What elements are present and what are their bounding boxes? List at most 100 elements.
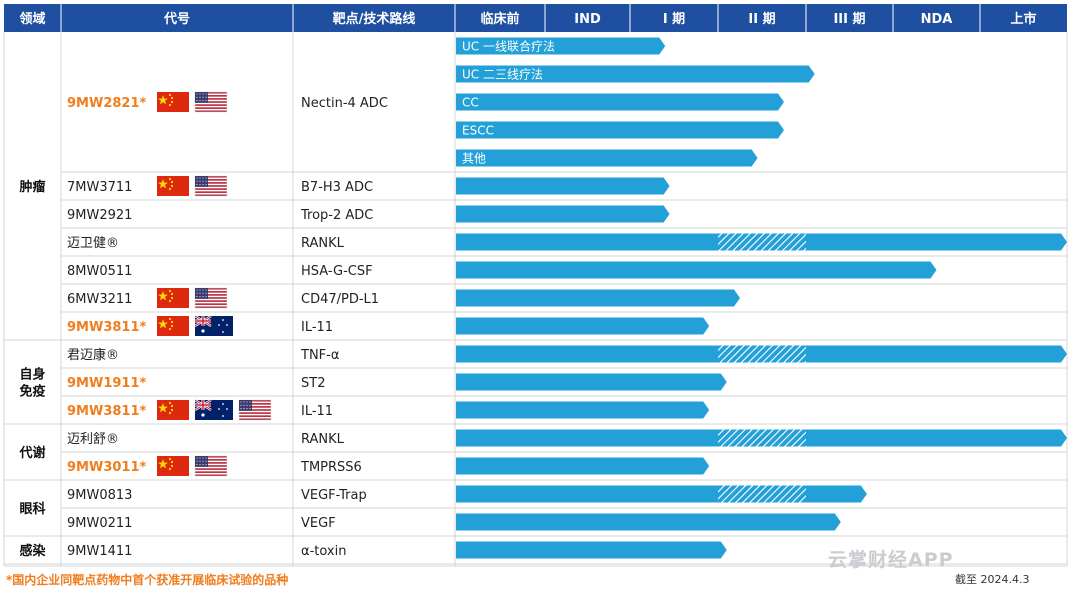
target-label: B7-H3 ADC bbox=[301, 180, 373, 195]
table-row: 9MW2821* Nectin-4 ADC bbox=[67, 91, 388, 113]
target-label: Nectin-4 ADC bbox=[301, 96, 388, 111]
flag-cn-icon bbox=[157, 316, 189, 336]
bar-segment bbox=[456, 233, 718, 251]
flag-cn-icon bbox=[157, 176, 189, 196]
bar-segment bbox=[806, 485, 867, 503]
bar-hatch-segment bbox=[718, 345, 806, 363]
table-row: 9MW0813 VEGF-Trap bbox=[67, 488, 367, 503]
drug-code: 6MW3211 bbox=[67, 292, 132, 307]
bar-segment bbox=[806, 429, 1067, 447]
table-row: 8MW0511 HSA-G-CSF bbox=[67, 264, 373, 279]
bar-segment bbox=[456, 373, 727, 391]
target-label: CD47/PD-L1 bbox=[301, 292, 379, 307]
target-label: IL-11 bbox=[301, 320, 333, 335]
bar-segment bbox=[456, 317, 710, 335]
bar-label: CC bbox=[462, 96, 479, 110]
header-phase-6: 上市 bbox=[1010, 11, 1036, 27]
bar-hatch-segment bbox=[718, 485, 806, 503]
bar-segment bbox=[456, 37, 666, 55]
table-row: 迈利舒® RANKL bbox=[67, 432, 345, 447]
bar-label: UC 一线联合疗法 bbox=[462, 39, 555, 54]
bar-segment bbox=[456, 65, 815, 83]
target-label: VEGF-Trap bbox=[301, 488, 367, 503]
pipeline-bar bbox=[456, 429, 1067, 447]
drug-code: 9MW3011* bbox=[67, 460, 147, 475]
bar-segment bbox=[456, 289, 740, 307]
pipeline-bar: 其他 bbox=[456, 149, 758, 167]
table-row: 9MW1911* ST2 bbox=[67, 376, 325, 391]
header-area: 领域 bbox=[19, 11, 45, 27]
area-label: 自身 bbox=[19, 367, 45, 383]
header-phase-0: 临床前 bbox=[480, 11, 519, 27]
pipeline-bar bbox=[456, 233, 1067, 251]
watermark: 云掌财经APP bbox=[828, 549, 954, 571]
footnote: *国内企业同靶点药物中首个获准开展临床试验的品种 bbox=[6, 573, 289, 587]
bar-label: UC 二三线疗法 bbox=[462, 68, 543, 82]
drug-code: 迈卫健® bbox=[67, 236, 119, 251]
pipeline-bar bbox=[456, 177, 670, 195]
pipeline-bar: CC bbox=[456, 93, 784, 111]
target-label: IL-11 bbox=[301, 404, 333, 419]
bar-segment bbox=[456, 485, 718, 503]
flag-au-icon bbox=[194, 314, 233, 336]
area-label: 感染 bbox=[19, 543, 46, 559]
drug-code: 9MW0211 bbox=[67, 516, 132, 531]
pipeline-bar bbox=[456, 317, 710, 335]
flag-us-icon bbox=[194, 455, 228, 477]
bar-label: ESCC bbox=[462, 124, 494, 138]
drug-code: 9MW1911* bbox=[67, 376, 147, 391]
table-row: 7MW3711 B7-H3 ADC bbox=[67, 175, 373, 197]
flag-us-icon bbox=[194, 287, 228, 309]
bar-segment bbox=[456, 429, 718, 447]
header-phase-2: I 期 bbox=[663, 12, 685, 27]
drug-code: 9MW3811* bbox=[67, 320, 147, 335]
pipeline-bar bbox=[456, 485, 867, 503]
flag-us-icon bbox=[194, 91, 228, 113]
pipeline-bar bbox=[456, 345, 1067, 363]
target-label: ST2 bbox=[301, 376, 325, 391]
table-row: 9MW0211 VEGF bbox=[67, 516, 336, 531]
bar-hatch-segment bbox=[718, 233, 806, 251]
header-phase-4: III 期 bbox=[833, 12, 865, 27]
drug-code: 迈利舒® bbox=[67, 432, 119, 447]
header-target: 靶点/技术路线 bbox=[333, 11, 416, 27]
bar-segment bbox=[456, 121, 784, 139]
header-phase-1: IND bbox=[574, 12, 601, 27]
drug-code: 8MW0511 bbox=[67, 264, 132, 279]
pipeline-bar: UC 二三线疗法 bbox=[456, 65, 815, 83]
table-row: 迈卫健® RANKL bbox=[67, 236, 345, 251]
drug-code: 君迈康® bbox=[67, 347, 119, 363]
drug-code: 9MW3811* bbox=[67, 404, 147, 419]
pipeline-bar: ESCC bbox=[456, 121, 784, 139]
bar-segment bbox=[456, 457, 710, 475]
table-row: 君迈康® TNF-α bbox=[67, 347, 339, 363]
bar-label: 其他 bbox=[462, 152, 486, 166]
bar-segment bbox=[456, 205, 670, 223]
target-label: RANKL bbox=[301, 432, 345, 447]
pipeline-bar bbox=[456, 457, 710, 475]
as-of-date: 截至 2024.4.3 bbox=[955, 573, 1030, 586]
target-label: TNF-α bbox=[300, 348, 339, 363]
table-row: 9MW3811* IL-11 bbox=[67, 398, 333, 421]
area-label: 肿瘤 bbox=[19, 179, 45, 195]
flag-us-icon bbox=[238, 399, 272, 421]
target-label: HSA-G-CSF bbox=[301, 264, 373, 279]
bar-segment bbox=[456, 541, 727, 559]
bar-segment bbox=[806, 345, 1067, 363]
flag-us-icon bbox=[194, 175, 228, 197]
target-label: Trop-2 ADC bbox=[300, 208, 373, 223]
pipeline-bar bbox=[456, 289, 740, 307]
bar-segment bbox=[806, 233, 1067, 251]
drug-code: 9MW2921 bbox=[67, 208, 132, 223]
bar-segment bbox=[456, 345, 718, 363]
table-row: 9MW3811* IL-11 bbox=[67, 314, 333, 336]
drug-code: 9MW0813 bbox=[67, 488, 132, 503]
bar-hatch-segment bbox=[718, 429, 806, 447]
header-phase-3: II 期 bbox=[748, 12, 775, 27]
pipeline-bar bbox=[456, 205, 670, 223]
table-row: 6MW3211 CD47/PD-L1 bbox=[67, 287, 379, 309]
bar-segment bbox=[456, 513, 841, 531]
header-bar bbox=[4, 4, 1067, 32]
pipeline-bar: UC 一线联合疗法 bbox=[456, 37, 666, 55]
area-label: 免疫 bbox=[19, 384, 45, 400]
